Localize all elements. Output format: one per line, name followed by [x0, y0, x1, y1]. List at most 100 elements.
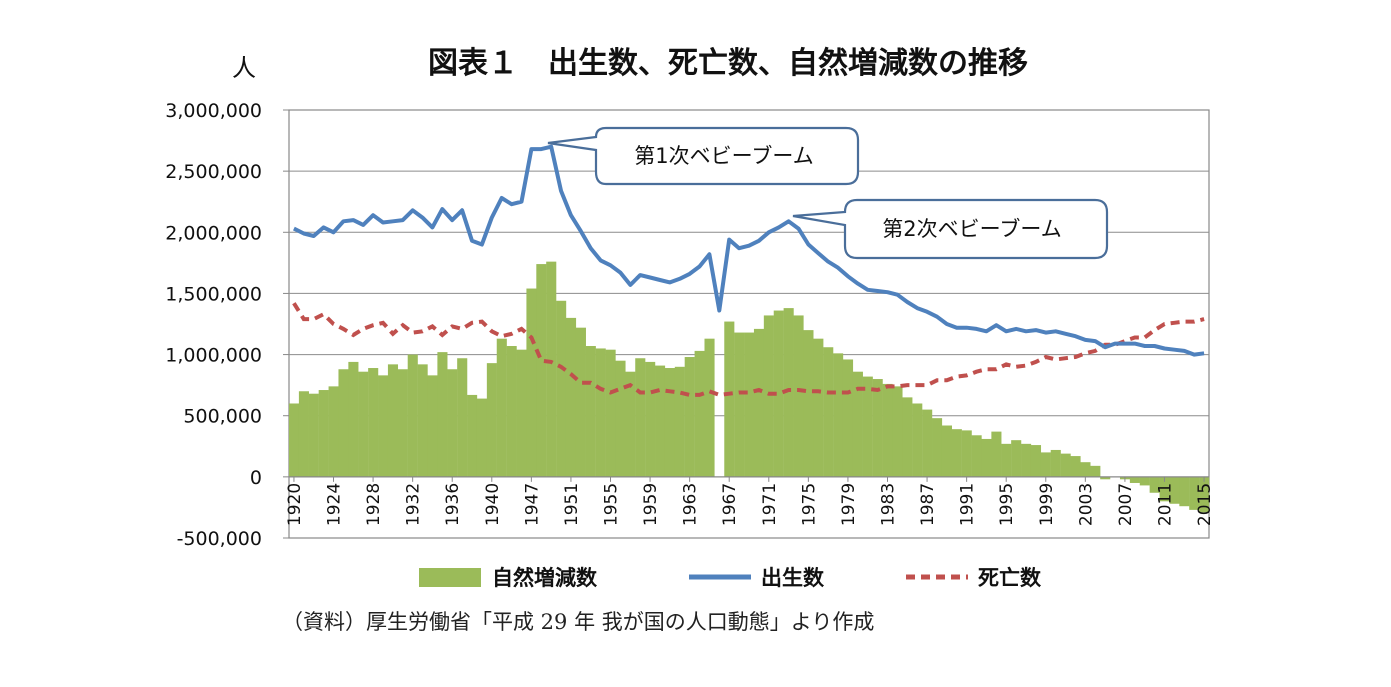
bar-natural-change [467, 394, 478, 477]
x-tick-label: 1955 [602, 483, 622, 526]
lines [292, 144, 1205, 397]
bar-natural-change [1040, 452, 1051, 477]
bar-natural-change [486, 363, 497, 477]
bar-natural-change [338, 369, 349, 477]
bar-natural-change [1070, 456, 1081, 477]
x-tick-label: 1999 [1037, 483, 1057, 526]
bar-natural-change [378, 375, 389, 477]
bar-natural-change [387, 364, 399, 477]
bar-natural-change [1159, 476, 1170, 502]
bar-natural-change [318, 390, 329, 477]
x-tick-label: 1940 [483, 483, 503, 526]
line-deaths [292, 302, 1205, 397]
y-tick-label: 3,000,000 [165, 100, 262, 122]
bar-natural-change [1199, 476, 1210, 513]
bar-natural-change [526, 288, 537, 477]
x-axis: 1920 1924 1928 1932 1936 1940 1947 1951 1955 1959… [285, 476, 1215, 526]
bar-natural-change [298, 391, 309, 477]
bar-natural-change [447, 369, 458, 477]
bar-natural-change [852, 371, 863, 477]
legend-label-births: 出生数 [761, 566, 825, 590]
y-axis: -500,000 0 500,000 1,000,000 1,500,000 2,000,… [165, 100, 289, 550]
bar-natural-change [724, 321, 735, 477]
y-tick-label: 2,000,000 [165, 222, 262, 244]
x-tick-label: 1979 [839, 483, 859, 526]
x-tick-label: 1951 [562, 483, 582, 526]
y-unit-label: 人 [232, 54, 256, 82]
bar-natural-change [457, 358, 468, 477]
bar-natural-change [704, 338, 715, 477]
x-tick-label: 1928 [364, 483, 384, 526]
callout-first-baby-boom: 第1次ベビーブーム [547, 126, 860, 186]
bar-natural-change [427, 375, 438, 477]
bar-natural-change [892, 386, 903, 477]
bar-natural-change [833, 353, 844, 477]
bar-natural-change [1129, 476, 1140, 483]
x-tick-label: 2003 [1076, 483, 1096, 526]
chart-title: 図表１ 出生数、死亡数、自然増減数の推移 [428, 46, 1028, 81]
x-tick-label: 1987 [918, 483, 938, 526]
legend-label-natural-change: 自然増減数 [492, 566, 598, 590]
bar-natural-change [645, 361, 656, 477]
bar-natural-change [773, 310, 784, 477]
bar-natural-change [605, 349, 616, 477]
bar-natural-change [1189, 476, 1200, 510]
bar-natural-change [882, 383, 893, 477]
bar-natural-change [397, 369, 408, 477]
source-note: （資料）厚生労働省「平成 29 年 我が国の人口動態」より作成 [282, 610, 874, 634]
bar-natural-change [308, 393, 319, 477]
bar-natural-change [1021, 443, 1032, 477]
bar-natural-change [496, 338, 507, 477]
x-tick-label: 1963 [681, 483, 701, 526]
bar-natural-change [1060, 453, 1071, 477]
x-tick-label: 1967 [720, 483, 740, 526]
x-tick-label: 1975 [799, 483, 819, 526]
x-tick-label: 1932 [404, 483, 424, 526]
bar-natural-change [407, 354, 418, 477]
y-tick-label: 0 [250, 467, 262, 489]
x-tick-label: 2015 [1195, 483, 1215, 526]
bar-natural-change [358, 371, 369, 477]
line-births [293, 144, 1205, 357]
bar-natural-change [842, 359, 854, 477]
bar-natural-change [1100, 476, 1111, 480]
x-tick-label: 2011 [1155, 483, 1175, 526]
bars-natural-change [289, 261, 1210, 513]
bar-natural-change [1169, 476, 1180, 504]
y-tick-label: -500,000 [177, 528, 262, 550]
bar-natural-change [753, 328, 765, 477]
bar-natural-change [1011, 440, 1022, 477]
bar-natural-change [328, 386, 339, 477]
y-tick-label: 1,000,000 [165, 345, 262, 367]
x-tick-label: 1995 [997, 483, 1017, 526]
y-tick-label: 500,000 [183, 406, 262, 428]
x-tick-label: 1959 [641, 483, 661, 526]
y-tick-label: 1,500,000 [165, 283, 262, 305]
bar-natural-change [615, 360, 626, 477]
bar-natural-change [546, 261, 557, 477]
bar-natural-change [674, 366, 685, 477]
bar-natural-change [348, 361, 359, 477]
y-tick-label: 2,500,000 [165, 161, 262, 183]
bar-natural-change [793, 315, 804, 477]
bar-natural-change [684, 357, 695, 477]
bar-natural-change [981, 438, 992, 477]
bar-natural-change [912, 403, 923, 477]
bar-natural-change [655, 365, 666, 477]
bar-natural-change [991, 431, 1002, 477]
bar-natural-change [951, 429, 962, 477]
bar-natural-change [803, 330, 814, 477]
bar-natural-change [862, 376, 873, 477]
x-tick-label: 1936 [443, 483, 463, 526]
bar-natural-change [476, 398, 488, 477]
bar-natural-change [932, 418, 943, 477]
bar-natural-change [1001, 443, 1012, 477]
bar-natural-change [417, 364, 428, 477]
bar-natural-change [763, 315, 774, 477]
callout-first-baby-boom-label: 第1次ベビーブーム [634, 144, 813, 168]
bar-natural-change [565, 317, 577, 477]
bar-natural-change [625, 371, 636, 477]
x-tick-label: 1920 [285, 483, 305, 526]
x-tick-label: 1991 [958, 483, 978, 526]
